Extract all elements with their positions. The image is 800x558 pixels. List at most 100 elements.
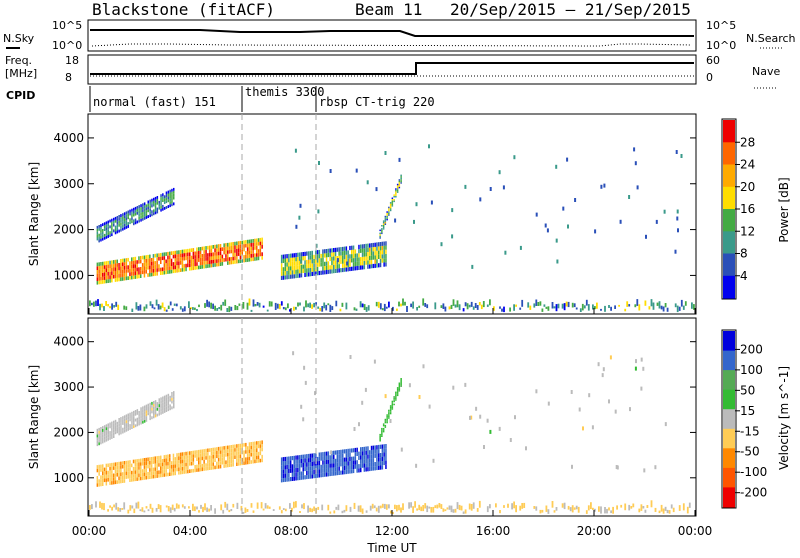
heatmap-cell [134,463,137,467]
heatmap-cell [311,267,313,272]
heatmap-cell [313,453,315,458]
heatmap-cell [123,421,126,424]
heatmap-cell [129,209,131,213]
heatmap-cell [205,463,207,467]
heatmap-cell [171,397,173,401]
heatmap-cell [381,225,383,227]
heatmap-cell [208,256,211,261]
heatmap-cell [327,261,330,266]
heatmap-cell [174,471,176,476]
heatmap-cell [389,205,392,207]
heatmap-cell [600,506,602,514]
heatmap-cell [316,266,319,272]
heatmap-cell [322,456,324,461]
heatmap-cell [150,261,153,266]
heatmap-cell [282,508,285,510]
heatmap-cell [138,256,140,260]
heatmap-cell [555,238,558,243]
heatmap-cell [171,406,173,410]
heatmap-cell [327,459,330,464]
heatmap-cell [120,476,122,480]
heatmap-cell [149,468,151,472]
heatmap-cell [315,271,317,276]
heatmap-cell [483,445,485,449]
heatmap-cell [393,396,395,398]
heatmap-cell [352,249,355,254]
heatmap-cell [147,472,149,476]
heatmap-cell [103,503,105,511]
heatmap-cell [232,444,234,449]
heatmap-cell [175,303,178,307]
heatmap-cell [105,463,108,468]
heatmap-cell [504,250,507,255]
heatmap-cell [539,301,542,306]
heatmap-cell [118,429,120,433]
heatmap-cell [114,476,117,481]
heatmap-cell [136,267,138,272]
heatmap-cell [232,455,234,460]
heatmap-cell [160,408,162,412]
heatmap-cell [297,459,299,464]
heatmap-cell [161,267,164,272]
heatmap-cell [315,473,317,478]
heatmap-cell [107,509,109,512]
heatmap-cell [129,467,131,472]
heatmap-cell [149,202,151,206]
heatmap-cell [103,228,106,231]
heatmap-cell [143,255,146,260]
heatmap-cell [274,302,277,310]
heatmap-cell [160,205,162,209]
heatmap-cell [133,222,135,226]
heatmap-cell [158,267,160,272]
heatmap-cell [159,505,162,513]
heatmap-cell [331,455,333,460]
heatmap-cell [294,148,297,153]
heatmap-cell [383,241,385,246]
heatmap-cell [295,306,297,310]
heatmap-cell [615,465,618,469]
heatmap-cell [185,459,187,463]
heatmap-cell [250,442,252,446]
heatmap-cell [173,187,175,191]
heatmap-cell [367,450,369,455]
heatmap-cell [384,218,387,221]
heatmap-cell [259,458,262,463]
heatmap-cell [100,432,102,436]
heatmap-cell [386,211,388,213]
heatmap-cell [338,251,340,256]
heatmap-cell [375,507,378,512]
heatmap-cell [291,257,294,262]
heatmap-cell [149,417,151,421]
heatmap-cell [225,460,227,464]
heatmap-cell [129,412,131,416]
heatmap-cell [537,302,540,306]
heatmap-cell [174,254,176,259]
heatmap-cell [327,252,330,258]
heatmap-cell [650,500,653,508]
heatmap-cell [284,258,286,263]
heatmap-cell [656,302,659,306]
heatmap-cell [155,508,158,512]
heatmap-cell [134,212,137,216]
heatmap-cell [533,303,536,308]
heatmap-cell [370,255,373,260]
heatmap-cell [385,249,387,254]
heatmap-cell [342,457,344,463]
heatmap-cell [361,261,364,266]
heatmap-cell [309,251,312,256]
heatmap-cell [138,416,140,420]
heatmap-cell [610,306,612,311]
heatmap-cell [198,468,200,472]
heatmap-cell [322,452,324,457]
heatmap-cell [289,262,292,267]
heatmap-cell [319,307,322,312]
heatmap-cell [316,469,319,474]
heatmap-cell [111,477,113,481]
heatmap-cell [121,277,124,281]
heatmap-cell [400,385,402,387]
heatmap-cell [385,504,388,510]
heatmap-cell [384,421,387,424]
heatmap-cell [388,415,390,418]
heatmap-cell [547,306,550,311]
heatmap-cell [284,275,286,280]
